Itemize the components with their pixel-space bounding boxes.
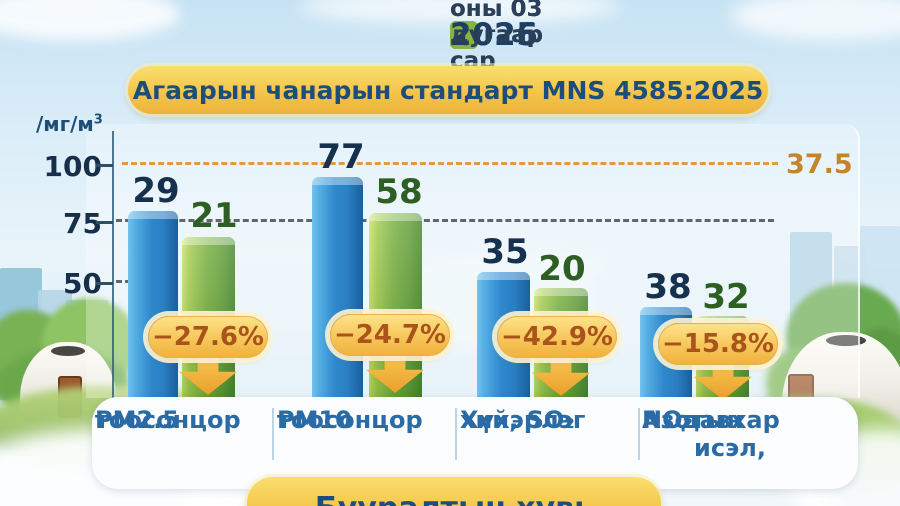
bar-2025	[128, 211, 178, 398]
bottom-banner: Бууралтын хувь	[247, 477, 661, 506]
tick-mark	[96, 164, 113, 167]
change-pill: −24.7%	[330, 314, 450, 356]
bottom-banner-title: Бууралтын хувь	[315, 491, 593, 506]
divider	[455, 408, 457, 460]
y-axis-line	[112, 131, 114, 398]
reference-line-orange	[122, 162, 778, 165]
legend-label: оны 03 дугаар сар	[450, 0, 544, 74]
chart-title: Агаарын чанарын стандарт MNS 4585:2025	[132, 75, 764, 105]
value-2025: 35	[481, 232, 529, 272]
value-2026: 20	[538, 249, 586, 289]
reference-line-gray	[116, 219, 774, 222]
value-2026: 21	[190, 196, 238, 236]
legend-year: 2026	[450, 17, 539, 53]
ger-roof-ring	[51, 346, 85, 356]
y-tick-100: 100	[43, 150, 102, 183]
divider	[272, 408, 274, 460]
y-tick-50: 50	[63, 267, 102, 300]
change-pill: −15.8%	[658, 323, 778, 365]
title-banner: Агаарын чанарын стандарт MNS 4585:2025	[128, 66, 768, 114]
change-pill: −42.9%	[497, 316, 617, 358]
tick-mark	[96, 221, 113, 224]
value-2025: 29	[132, 171, 180, 211]
value-2025: 77	[317, 137, 365, 177]
bar-2025	[312, 177, 363, 398]
threshold-label: 37.5	[786, 149, 853, 180]
value-2026: 58	[375, 172, 423, 212]
legend: 2025 оны 03 дугаар сар 2026 оны 03 дугаа…	[0, 0, 900, 74]
value-2026: 32	[702, 277, 750, 317]
divider	[638, 408, 640, 460]
legend-swatch-2026-icon	[450, 21, 478, 49]
value-2025: 38	[644, 267, 692, 307]
category-band	[92, 397, 858, 489]
y-axis-unit: /мг/м3	[36, 112, 103, 136]
tick-mark	[96, 282, 113, 285]
ger-roof-ring	[826, 335, 866, 346]
y-tick-75: 75	[63, 207, 102, 240]
change-pill: −27.6%	[148, 316, 268, 358]
